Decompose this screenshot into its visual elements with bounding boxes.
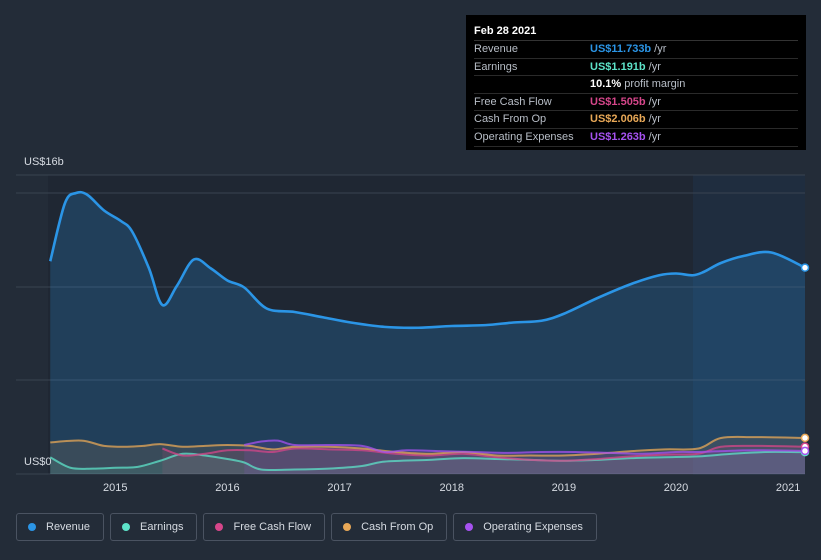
tooltip-row-value: US$2.006b [590,113,646,126]
tooltip-row-label: Operating Expenses [474,130,574,143]
x-tick-label: 2021 [776,482,800,494]
legend-label: Operating Expenses [483,521,583,533]
tooltip-row-value: US$1.191b [590,60,646,73]
tooltip-row-label: Cash From Op [474,113,547,126]
operating-expenses-end-marker [800,446,810,456]
tooltip-row-unit: profit margin [624,78,686,91]
legend-item-revenue[interactable]: Revenue [16,513,105,541]
operating-expenses-line [244,439,806,455]
legend-dot-icon [215,523,224,531]
series-end-markers [800,263,810,457]
x-tick-label: 2015 [103,482,127,494]
plot-background [48,175,805,475]
revenue-line [48,190,806,330]
tooltip-row-value: 10.1% [590,78,622,91]
tooltip-row: 10.1% profit margin [474,76,798,94]
tooltip-row: Free Cash Flow US$1.505b/yr [474,94,798,112]
tooltip-rows: Revenue US$11.733b/yr Earnings US$1.191b/yr… [474,41,798,147]
tooltip-row-unit: /yr [654,43,667,55]
x-axis-ticks: 2015 2016 2017 2018 2019 2020 2021 [103,482,800,494]
free-cash-flow-line [162,444,806,462]
tooltip-row-unit: /yr [648,60,661,73]
free-cash-flow-area [162,445,805,474]
x-tick-label: 2017 [327,482,351,494]
tooltip-row-value: US$1.263b [590,130,646,143]
x-tick-label: 2016 [215,482,239,494]
tooltip-row-value: US$11.733b [590,43,652,55]
tooltip-row-label [474,76,590,93]
legend-label: Earnings [140,521,184,533]
legend-item-free-cash-flow[interactable]: Free Cash Flow [203,513,326,541]
earnings-area [50,451,805,474]
tooltip-row-unit: /yr [648,113,661,126]
legend-dot-icon [28,523,36,531]
legend-item-cash-from-op[interactable]: Cash From Op [331,513,448,541]
forecast-highlight-band [693,175,805,475]
series-lines [48,190,806,472]
tooltip-row-unit: /yr [648,95,661,108]
legend-label: Cash From Op [361,521,434,533]
x-tick-label: 2019 [552,482,576,494]
revenue-area [50,192,805,474]
grid-lines [16,174,805,475]
cash-from-op-end-marker [800,433,810,443]
legend-dot-icon [465,523,474,531]
operating-expenses-area [244,440,805,474]
y-axis-top-label: US$16b [24,156,64,168]
earnings-line [49,450,806,472]
tooltip-row-label: Revenue [474,43,519,55]
tooltip-row: Revenue US$11.733b/yr [474,41,798,59]
legend-label: Revenue [46,521,91,533]
x-tick-label: 2018 [439,482,463,494]
cash-from-op-line [50,435,806,457]
legend-dot-icon [122,523,131,531]
x-tick-label: 2020 [664,482,688,494]
tooltip-row-unit: /yr [648,130,661,143]
tooltip-row-label: Free Cash Flow [474,95,552,108]
legend-item-operating-expenses[interactable]: Operating Expenses [453,513,597,541]
tooltip-date: Feb 28 2021 [474,24,798,41]
tooltip-row-label: Earnings [474,60,518,73]
chart-legend: Revenue Earnings Free Cash Flow Cash From O… [16,513,597,543]
tooltip-row: Earnings US$1.191b/yr [474,59,798,77]
tooltip-row: Cash From Op US$2.006b/yr [474,111,798,129]
legend-label: Free Cash Flow [233,521,312,533]
legend-item-earnings[interactable]: Earnings [110,513,198,541]
tooltip-row: Operating Expenses US$1.263b/yr [474,129,798,147]
y-axis-bottom-label: US$0 [24,456,52,468]
revenue-end-marker [800,263,810,272]
data-tooltip: Feb 28 2021 Revenue US$11.733b/yr Earnings… [466,15,806,150]
tooltip-row-value: US$1.505b [590,95,646,108]
legend-dot-icon [343,523,352,531]
